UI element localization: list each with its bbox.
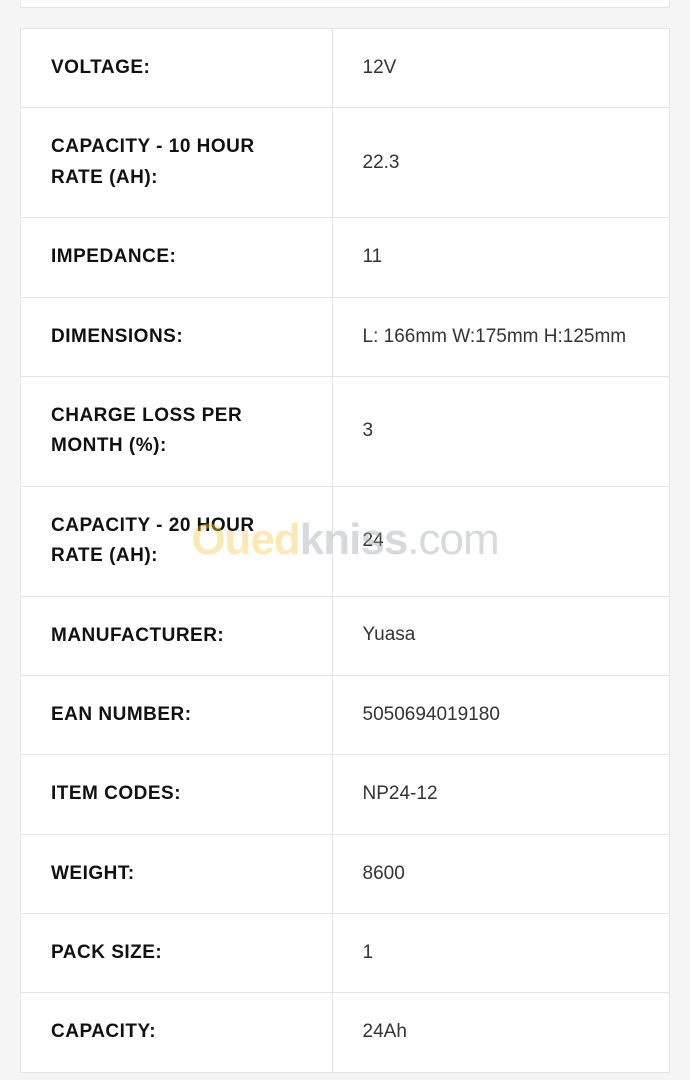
spec-label: CHARGE LOSS PER MONTH (%): [21,376,333,486]
spec-table: VOLTAGE: 12V CAPACITY - 10 HOUR RATE (AH… [20,28,670,1073]
table-row: EAN NUMBER: 5050694019180 [21,675,670,754]
spec-value: 5050694019180 [332,675,669,754]
spec-value: 3 [332,376,669,486]
table-row: ITEM CODES: NP24-12 [21,755,670,834]
table-row: CAPACITY - 10 HOUR RATE (AH): 22.3 [21,108,670,218]
spec-label: MANUFACTURER: [21,596,333,675]
table-row: MANUFACTURER: Yuasa [21,596,670,675]
spec-label: CAPACITY - 20 HOUR RATE (AH): [21,486,333,596]
spec-table-wrap: VOLTAGE: 12V CAPACITY - 10 HOUR RATE (AH… [20,8,670,1073]
spec-value: NP24-12 [332,755,669,834]
spec-value: 11 [332,218,669,297]
spec-label: VOLTAGE: [21,29,333,108]
spec-value: Yuasa [332,596,669,675]
spec-label: PACK SIZE: [21,914,333,993]
table-row: CAPACITY - 20 HOUR RATE (AH): 24 [21,486,670,596]
table-row: WEIGHT: 8600 [21,834,670,913]
spec-label: ITEM CODES: [21,755,333,834]
table-row: CHARGE LOSS PER MONTH (%): 3 [21,376,670,486]
table-row: IMPEDANCE: 11 [21,218,670,297]
spec-label: DIMENSIONS: [21,297,333,376]
spec-value: 12V [332,29,669,108]
spec-label: CAPACITY: [21,993,333,1072]
spec-value: 1 [332,914,669,993]
spec-label: EAN NUMBER: [21,675,333,754]
spec-label: CAPACITY - 10 HOUR RATE (AH): [21,108,333,218]
spec-value: 24Ah [332,993,669,1072]
table-row: DIMENSIONS: L: 166mm W:175mm H:125mm [21,297,670,376]
table-row: PACK SIZE: 1 [21,914,670,993]
table-row: CAPACITY: 24Ah [21,993,670,1072]
spec-value: L: 166mm W:175mm H:125mm [332,297,669,376]
spec-value: 22.3 [332,108,669,218]
spec-value: 8600 [332,834,669,913]
spec-value: 24 [332,486,669,596]
table-row: VOLTAGE: 12V [21,29,670,108]
spec-label: IMPEDANCE: [21,218,333,297]
spec-table-body: VOLTAGE: 12V CAPACITY - 10 HOUR RATE (AH… [21,29,670,1073]
spec-label: WEIGHT: [21,834,333,913]
card-top-border [20,0,670,8]
